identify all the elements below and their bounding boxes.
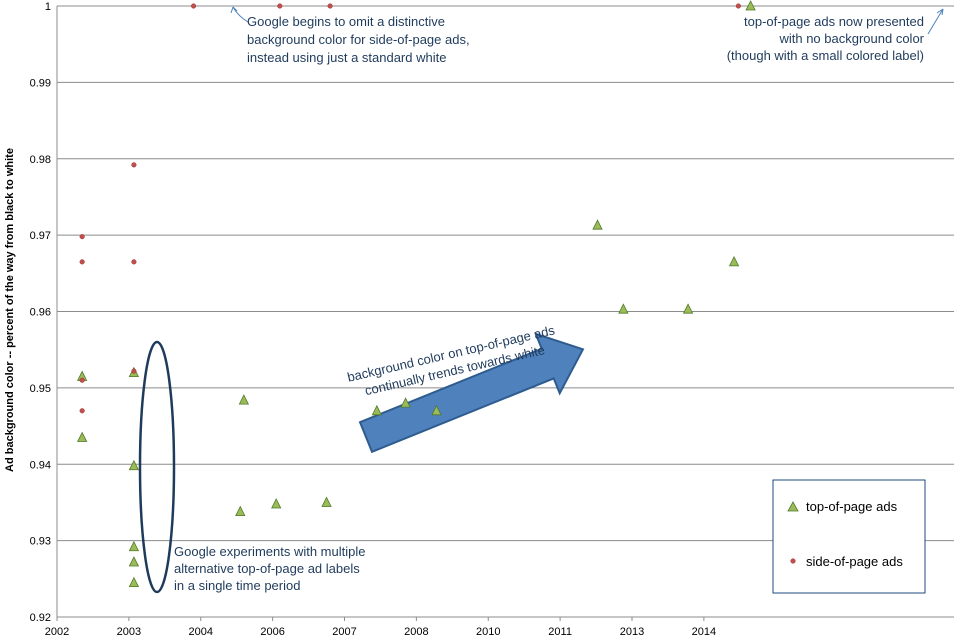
x-tick-label: 2014: [692, 626, 716, 638]
point-top-of-page: [400, 397, 411, 408]
experiments-ellipse: [138, 340, 176, 594]
annotation-line: top-of-page ads now presented: [744, 14, 924, 29]
point-side-of-page: [327, 3, 333, 9]
annotation-experiments: Google experiments with multiple alternat…: [174, 544, 365, 593]
point-top-of-page: [128, 556, 140, 567]
point-top-of-page: [77, 431, 88, 442]
data-points: [77, 0, 756, 588]
annotation-line: in a single time period: [174, 578, 300, 593]
x-tick-label: 2010: [476, 626, 500, 638]
y-tick-labels: 0.92 0.93 0.94 0.95 0.96 0.97 0.98 0.99 1: [30, 1, 51, 624]
legend-label-top-of-page: top-of-page ads: [806, 499, 898, 514]
point-side-of-page: [79, 259, 85, 265]
point-top-of-page: [592, 219, 603, 230]
point-top-of-page: [128, 576, 140, 588]
legend-box: [772, 479, 926, 594]
y-tick-label: 0.98: [30, 154, 51, 166]
y-tick-label: 0.92: [30, 612, 51, 624]
point-side-of-page: [131, 259, 137, 265]
x-tick-label: 2006: [260, 626, 284, 638]
legend: top-of-page ads side-of-page ads: [772, 479, 926, 594]
y-tick-label: 0.97: [30, 230, 51, 242]
point-side-of-page: [131, 368, 137, 374]
x-tick-labels: 2002 2003 2004 2006 2007 2008 2010 2011 2013 2014: [45, 626, 716, 638]
x-tick-label: 2004: [189, 626, 213, 638]
y-tick-label: 0.99: [30, 77, 51, 89]
point-side-of-page: [79, 234, 85, 240]
annotation-line: Google begins to omit a distinctive: [247, 14, 445, 29]
point-top-of-page: [371, 404, 382, 416]
legend-marker-side-of-page: [790, 558, 796, 564]
y-axis-label: Ad background color -- percent of the wa…: [4, 148, 16, 472]
legend-label-side-of-page: side-of-page ads: [806, 554, 903, 569]
x-tick-label: 2007: [332, 626, 356, 638]
point-top-of-page: [271, 498, 282, 509]
point-side-of-page: [131, 162, 137, 168]
top-white-pointer-head: [936, 8, 944, 16]
x-tick-label: 2002: [45, 626, 69, 638]
point-top-of-page: [682, 303, 694, 314]
x-tick-label: 2011: [548, 626, 572, 638]
side-white-pointer-head: [230, 6, 238, 14]
y-tick-label: 1: [45, 1, 51, 13]
x-tick-label: 2008: [404, 626, 428, 638]
point-top-of-page: [745, 0, 756, 11]
axis-layer: [56, 6, 954, 621]
point-top-of-page: [235, 505, 246, 517]
trend-arrow: [358, 332, 585, 454]
annotation-top-white: top-of-page ads now presented with no bac…: [727, 14, 925, 63]
y-tick-label: 0.93: [30, 536, 51, 548]
point-top-of-page: [238, 394, 250, 405]
y-tick-label: 0.96: [30, 307, 51, 319]
point-top-of-page: [321, 496, 332, 507]
annotation-side-white: Google begins to omit a distinctive backg…: [247, 14, 470, 65]
x-tick-label: 2013: [620, 626, 644, 638]
x-tick-label: 2003: [117, 626, 141, 638]
point-side-of-page: [735, 3, 741, 9]
point-top-of-page: [728, 255, 740, 267]
point-side-of-page: [79, 377, 85, 383]
annotation-line: background color for side-of-page ads,: [247, 32, 470, 47]
annotation-line: (though with a small colored label): [727, 48, 924, 63]
point-side-of-page: [79, 408, 85, 414]
point-top-of-page: [128, 540, 140, 552]
y-tick-label: 0.94: [30, 459, 51, 471]
point-top-of-page: [431, 404, 442, 416]
point-side-of-page: [277, 3, 283, 9]
y-tick-label: 0.95: [30, 383, 51, 395]
top-white-pointer: [927, 8, 944, 35]
point-side-of-page: [191, 3, 197, 9]
annotation-line: instead using just a standard white: [247, 50, 446, 65]
point-top-of-page: [618, 303, 629, 314]
annotation-line: Google experiments with multiple: [174, 544, 365, 559]
legend-marker-top-of-page: [787, 501, 799, 512]
point-top-of-page: [128, 459, 140, 471]
annotation-line: alternative top-of-page ad labels: [174, 561, 360, 576]
grid-layer: [57, 5, 954, 618]
annotation-line: with no background color: [778, 31, 924, 46]
